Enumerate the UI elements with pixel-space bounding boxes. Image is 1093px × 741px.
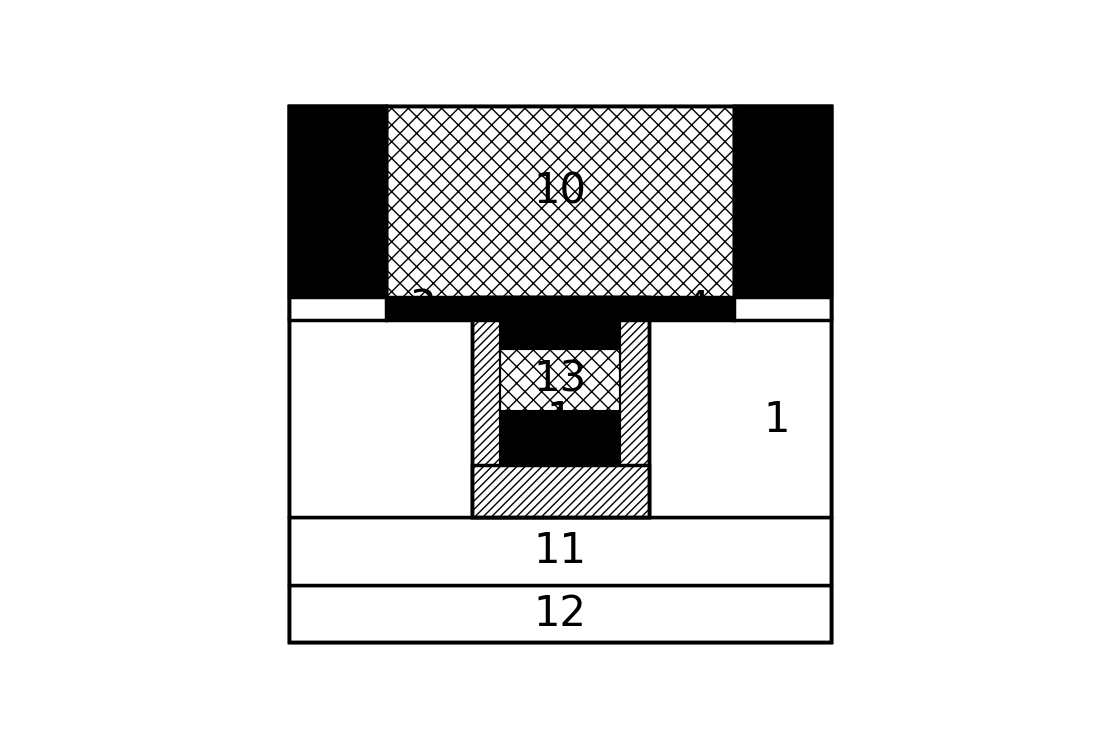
Bar <box>501 348 620 411</box>
Bar <box>472 297 648 517</box>
Text: 11: 11 <box>533 530 587 572</box>
Bar <box>386 297 734 320</box>
Bar <box>501 320 620 465</box>
Bar <box>734 106 831 320</box>
Text: 12: 12 <box>533 593 587 635</box>
Bar <box>472 465 648 517</box>
Bar <box>734 106 831 297</box>
Bar <box>386 106 734 317</box>
Bar <box>290 585 831 642</box>
Bar <box>501 320 620 348</box>
Bar <box>290 106 386 317</box>
Bar <box>290 517 831 585</box>
Text: 3: 3 <box>410 288 436 330</box>
Bar <box>734 106 831 317</box>
Text: 10: 10 <box>533 170 587 213</box>
Bar <box>290 106 386 297</box>
Bar <box>290 106 386 320</box>
Text: 1: 1 <box>546 399 574 441</box>
Text: 4: 4 <box>684 288 710 330</box>
Text: 13: 13 <box>533 359 587 401</box>
Text: 1: 1 <box>764 399 790 441</box>
Bar <box>290 317 831 517</box>
Bar <box>472 297 648 517</box>
Bar <box>501 411 620 465</box>
